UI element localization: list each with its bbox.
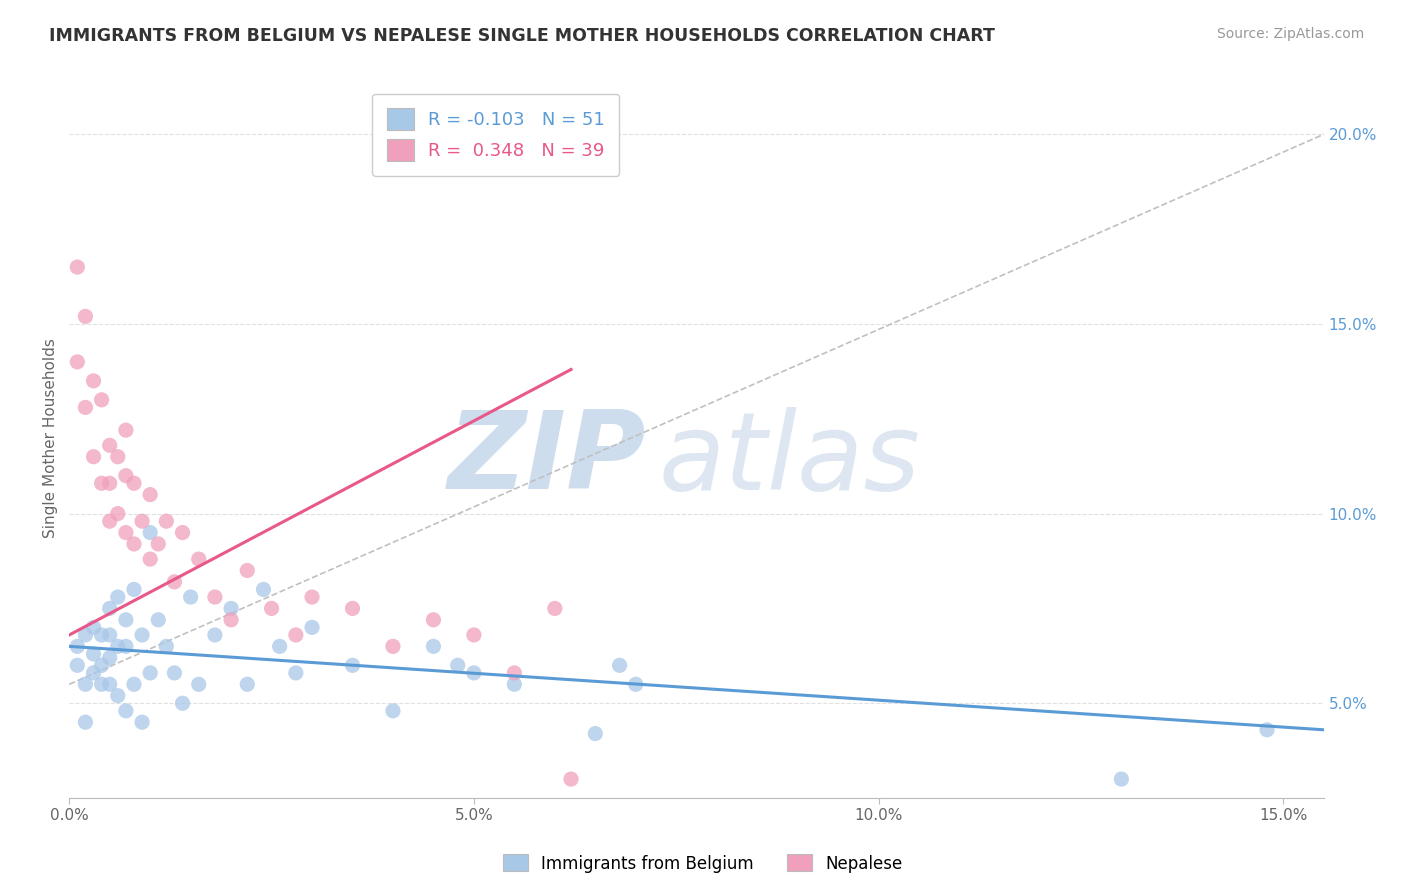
Point	[219, 601, 242, 615]
Point	[83, 647, 105, 661]
Point	[172, 525, 194, 540]
Point	[98, 650, 121, 665]
Point	[131, 514, 153, 528]
Point	[107, 689, 129, 703]
Point	[187, 677, 209, 691]
Point	[163, 574, 186, 589]
Point	[115, 704, 138, 718]
Point	[115, 640, 138, 654]
Point	[422, 640, 444, 654]
Point	[107, 590, 129, 604]
Point	[342, 601, 364, 615]
Point	[122, 476, 145, 491]
Point	[83, 450, 105, 464]
Point	[90, 677, 112, 691]
Point	[75, 628, 97, 642]
Point	[422, 613, 444, 627]
Point	[98, 628, 121, 642]
Point	[90, 628, 112, 642]
Point	[284, 628, 307, 642]
Text: Source: ZipAtlas.com: Source: ZipAtlas.com	[1216, 27, 1364, 41]
Point	[98, 514, 121, 528]
Point	[260, 601, 283, 615]
Point	[503, 677, 526, 691]
Point	[219, 613, 242, 627]
Point	[301, 620, 323, 634]
Point	[139, 525, 162, 540]
Point	[75, 715, 97, 730]
Point	[155, 514, 177, 528]
Point	[204, 628, 226, 642]
Legend: Immigrants from Belgium, Nepalese: Immigrants from Belgium, Nepalese	[496, 847, 910, 880]
Point	[107, 507, 129, 521]
Point	[98, 677, 121, 691]
Point	[66, 355, 89, 369]
Point	[463, 665, 485, 680]
Text: atlas: atlas	[659, 407, 921, 512]
Point	[381, 640, 404, 654]
Point	[269, 640, 291, 654]
Point	[624, 677, 647, 691]
Point	[75, 401, 97, 415]
Point	[236, 564, 259, 578]
Point	[122, 537, 145, 551]
Point	[139, 665, 162, 680]
Point	[544, 601, 567, 615]
Point	[1256, 723, 1278, 737]
Point	[381, 704, 404, 718]
Y-axis label: Single Mother Households: Single Mother Households	[44, 338, 58, 538]
Point	[90, 658, 112, 673]
Point	[560, 772, 582, 786]
Point	[115, 525, 138, 540]
Point	[204, 590, 226, 604]
Point	[83, 374, 105, 388]
Point	[75, 677, 97, 691]
Point	[1111, 772, 1133, 786]
Point	[98, 476, 121, 491]
Point	[342, 658, 364, 673]
Point	[107, 640, 129, 654]
Point	[90, 392, 112, 407]
Point	[187, 552, 209, 566]
Point	[252, 582, 274, 597]
Point	[301, 590, 323, 604]
Point	[98, 438, 121, 452]
Point	[115, 423, 138, 437]
Point	[107, 450, 129, 464]
Point	[66, 658, 89, 673]
Point	[172, 696, 194, 710]
Legend: R = -0.103   N = 51, R =  0.348   N = 39: R = -0.103 N = 51, R = 0.348 N = 39	[373, 94, 619, 176]
Point	[463, 628, 485, 642]
Point	[180, 590, 202, 604]
Point	[83, 620, 105, 634]
Point	[236, 677, 259, 691]
Point	[115, 613, 138, 627]
Point	[583, 726, 606, 740]
Text: ZIP: ZIP	[449, 407, 647, 512]
Point	[66, 640, 89, 654]
Point	[90, 476, 112, 491]
Point	[148, 537, 170, 551]
Point	[122, 677, 145, 691]
Point	[284, 665, 307, 680]
Point	[115, 468, 138, 483]
Point	[98, 601, 121, 615]
Point	[122, 582, 145, 597]
Point	[131, 715, 153, 730]
Point	[83, 665, 105, 680]
Point	[155, 640, 177, 654]
Text: IMMIGRANTS FROM BELGIUM VS NEPALESE SINGLE MOTHER HOUSEHOLDS CORRELATION CHART: IMMIGRANTS FROM BELGIUM VS NEPALESE SING…	[49, 27, 995, 45]
Point	[447, 658, 470, 673]
Point	[139, 552, 162, 566]
Point	[609, 658, 631, 673]
Point	[75, 310, 97, 324]
Point	[139, 488, 162, 502]
Point	[163, 665, 186, 680]
Point	[148, 613, 170, 627]
Point	[503, 665, 526, 680]
Point	[131, 628, 153, 642]
Point	[66, 260, 89, 274]
